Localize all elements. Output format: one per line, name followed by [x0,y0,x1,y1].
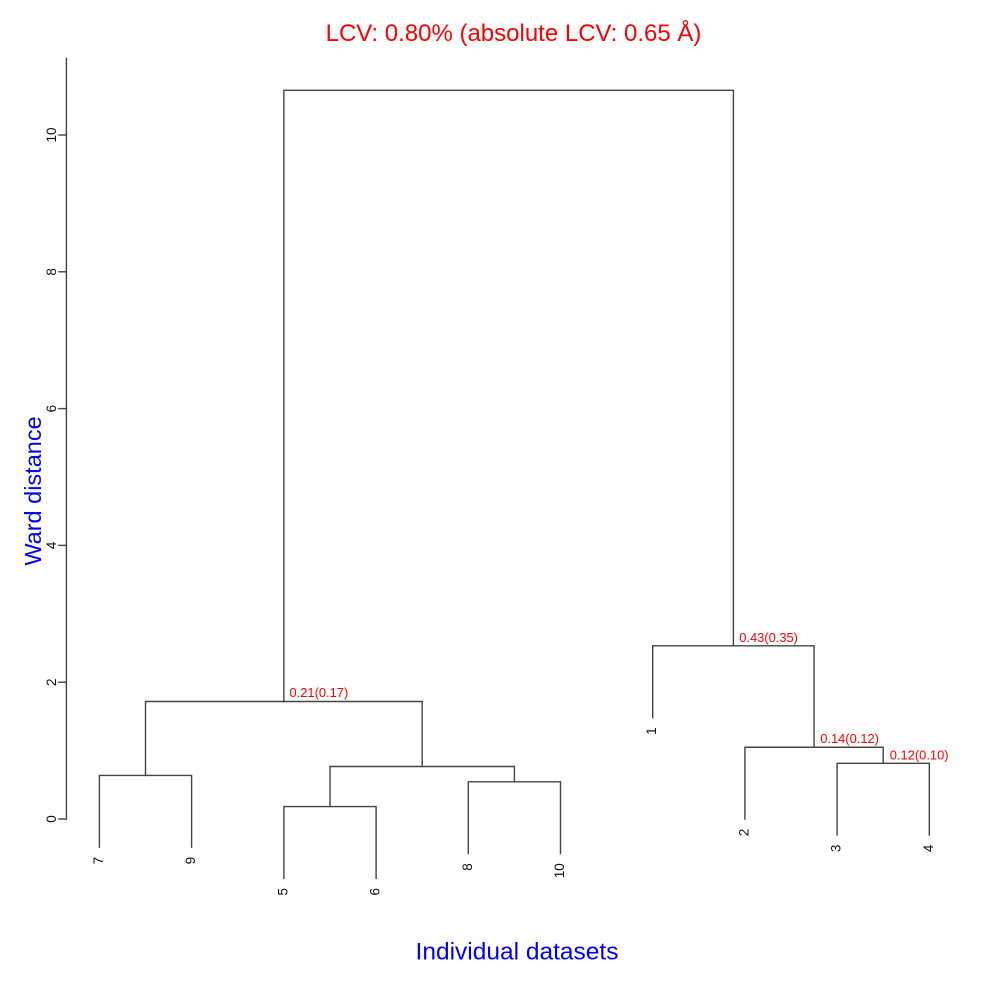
svg-text:0.43(0.35): 0.43(0.35) [739,630,798,645]
svg-text:10: 10 [552,863,567,878]
svg-text:8: 8 [44,268,59,276]
svg-text:LCV: 0.80% (absolute LCV: 0.65: LCV: 0.80% (absolute LCV: 0.65 Å) [326,19,702,47]
svg-text:Individual datasets: Individual datasets [416,938,619,965]
svg-text:8: 8 [460,863,475,871]
svg-text:6: 6 [44,405,59,413]
svg-text:10: 10 [44,127,59,142]
svg-text:7: 7 [91,857,106,865]
svg-text:Ward distance: Ward distance [20,416,46,565]
svg-text:2: 2 [44,678,59,686]
svg-text:0.14(0.12): 0.14(0.12) [820,731,879,746]
svg-text:4: 4 [44,541,59,549]
svg-text:0.21(0.17): 0.21(0.17) [290,685,349,700]
svg-text:4: 4 [921,844,936,852]
svg-text:0.12(0.10): 0.12(0.10) [890,748,949,763]
svg-text:5: 5 [275,888,290,896]
svg-text:1: 1 [644,727,659,735]
svg-text:2: 2 [736,829,751,837]
svg-text:3: 3 [829,845,844,853]
svg-text:6: 6 [368,888,383,896]
svg-text:0: 0 [44,815,59,823]
svg-text:9: 9 [183,857,198,865]
